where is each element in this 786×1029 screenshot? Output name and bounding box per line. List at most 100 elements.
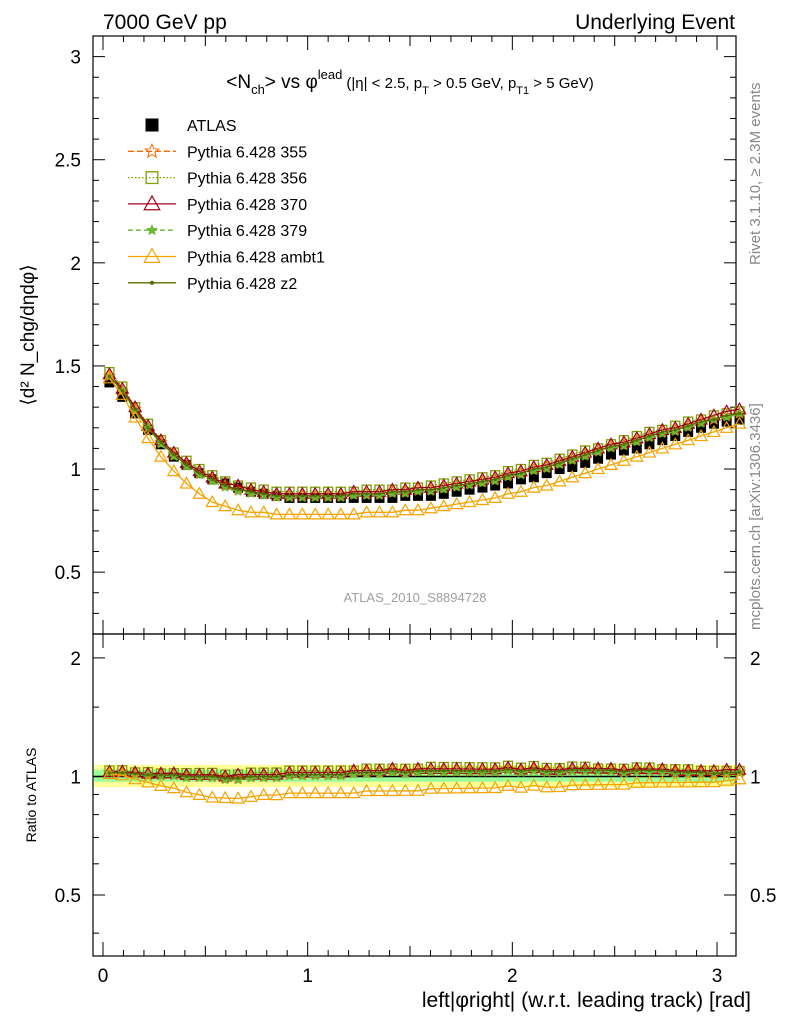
ratio-point-ambt1	[668, 775, 683, 788]
ratio-point-p370	[115, 764, 130, 777]
data-point-ambt1	[308, 507, 323, 520]
main-axis-ticks: 0.5 1 1.5 2 2.5 3	[55, 36, 736, 634]
data-point-ambt1	[410, 503, 426, 516]
ratio-point-ambt1	[706, 774, 721, 788]
data-point-ambt1	[616, 453, 631, 466]
title-vs: > vs φ	[265, 72, 318, 93]
data-point-z2	[223, 483, 227, 488]
data-point-z2	[455, 483, 459, 488]
data-point-ambt1	[603, 457, 619, 471]
ratio-point-p379	[323, 771, 334, 781]
data-point-z2	[570, 457, 574, 461]
data-point-z2	[660, 430, 664, 434]
ratio-point-z2	[365, 770, 369, 775]
ratio-point-ambt1	[179, 785, 194, 798]
data-point-atlas	[696, 422, 707, 433]
data-point-z2	[596, 448, 600, 453]
data-point-ambt1	[140, 430, 156, 444]
ratio-point-z2	[635, 768, 639, 772]
rivet-version-label: Rivet 3.1.10, ≥ 2.3M events	[747, 83, 764, 266]
ratio-point-z2	[274, 774, 279, 779]
legend-marker-ambt1	[143, 247, 161, 263]
ratio-point-ambt1	[694, 775, 709, 788]
ratio-point-ambt1	[552, 779, 567, 793]
data-point-p379	[374, 490, 385, 500]
ratio-point-z2	[403, 770, 407, 775]
data-point-ambt1	[295, 507, 310, 520]
ratio-point-ambt1	[243, 789, 259, 802]
legend-marker-p355	[143, 142, 161, 159]
series-z2	[107, 374, 742, 498]
data-point-atlas	[464, 484, 475, 495]
data-point-p379	[335, 492, 346, 503]
data-point-atlas	[670, 431, 681, 442]
data-point-ambt1	[501, 486, 516, 499]
y-tick-label: 1	[70, 460, 81, 481]
data-point-z2	[274, 494, 279, 498]
ratio-point-z2	[493, 769, 497, 773]
data-point-p379	[400, 488, 411, 498]
data-point-z2	[686, 424, 690, 428]
data-point-z2	[107, 374, 112, 378]
ratio-point-z2	[545, 769, 549, 773]
ratio-point-ambt1	[603, 777, 619, 790]
ratio-point-z2	[532, 767, 536, 772]
y-tick-label: 2.5	[55, 151, 81, 172]
ratio-point-z2	[712, 772, 716, 776]
ratio-point-z2	[107, 771, 112, 775]
legend: ATLAS Pythia 6.428 355 Pythia 6.428 356 Pyt…	[128, 118, 325, 293]
data-point-ambt1	[205, 494, 220, 508]
ratio-point-z2	[660, 768, 664, 773]
ratio-point-ambt1	[591, 777, 606, 790]
data-point-atlas	[644, 439, 655, 450]
series-line-ambt1	[108, 377, 740, 516]
ratio-point-ambt1	[681, 775, 696, 788]
ratio-point-z2	[172, 773, 176, 777]
ratio-panel-frame	[92, 633, 737, 957]
data-point-z2	[725, 413, 729, 418]
title-vs-sup: lead	[318, 67, 343, 82]
data-point-z2	[583, 453, 587, 457]
data-point-atlas	[580, 457, 591, 468]
ratio-point-ambt1	[629, 775, 644, 788]
y-axis-label-bottom: Ratio to ATLAS	[23, 748, 39, 843]
data-point-z2	[326, 494, 330, 498]
data-point-z2	[506, 473, 510, 477]
ratio-point-z2	[583, 768, 587, 772]
ratio-point-ambt1	[218, 790, 233, 804]
data-point-ambt1	[565, 470, 580, 483]
data-point-ambt1	[629, 449, 644, 462]
data-point-z2	[249, 490, 253, 494]
legend-marker-p379	[146, 224, 158, 236]
data-point-p379	[310, 492, 321, 503]
ratio-series-ambt1	[102, 766, 747, 804]
data-point-ambt1	[153, 449, 168, 462]
y-axis-label-top: ⟨d² N_chg/dηdφ⟩	[18, 264, 39, 405]
header-right: Underlying Event	[575, 11, 735, 34]
data-point-ambt1	[269, 507, 284, 520]
data-point-ambt1	[475, 492, 490, 506]
data-point-atlas	[412, 490, 423, 501]
ratio-point-z2	[210, 774, 214, 779]
data-point-atlas	[683, 426, 694, 437]
data-point-z2	[647, 434, 652, 438]
data-point-ambt1	[166, 463, 181, 477]
ratio-point-z2	[377, 770, 382, 775]
series-line-p379	[108, 375, 740, 499]
title-main: <N	[226, 72, 251, 93]
data-point-z2	[236, 488, 240, 492]
data-point-z2	[467, 481, 472, 486]
data-point-atlas	[515, 474, 526, 485]
ratio-point-ambt1	[321, 785, 336, 799]
data-point-ambt1	[513, 484, 528, 497]
ratio-point-z2	[236, 776, 240, 780]
ratio-y-tick-label: 1	[70, 767, 81, 788]
data-point-atlas	[477, 482, 488, 493]
data-point-ambt1	[423, 501, 438, 514]
data-point-ambt1	[321, 507, 336, 520]
x-tick-label: 2	[507, 966, 518, 987]
data-point-atlas	[734, 414, 745, 425]
ratio-point-z2	[197, 774, 202, 779]
data-point-atlas	[438, 488, 449, 499]
